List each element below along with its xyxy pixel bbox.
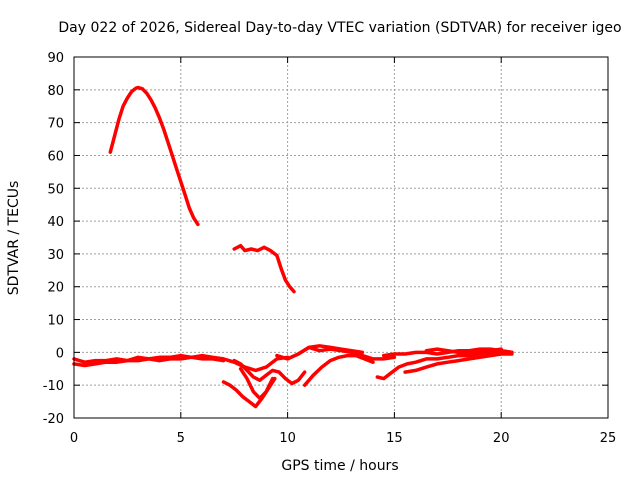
y-tick-label: 50: [47, 182, 64, 197]
x-tick-label: 5: [177, 431, 185, 446]
series-arc-low-b: [72, 355, 226, 368]
y-tick-label: -20: [43, 412, 64, 427]
y-tick-label: 60: [47, 149, 64, 164]
plot-area-border: [73, 56, 609, 419]
series-arc-late-b: [403, 352, 514, 374]
x-axis-label: GPS time / hours: [281, 458, 398, 474]
y-tick-label: 70: [47, 117, 64, 132]
series-arc-high-peak: [108, 85, 200, 227]
chart-title: Day 022 of 2026, Sidereal Day-to-day VTE…: [58, 20, 621, 36]
y-tick-label: 0: [56, 346, 64, 361]
series-arc-dip-c: [238, 367, 275, 401]
series-arc-low-a: [72, 353, 290, 373]
y-tick-label: 30: [47, 248, 64, 263]
y-tick-label: 80: [47, 84, 64, 99]
y-tick-label: 90: [47, 51, 64, 66]
series-arc-dip-a: [232, 358, 307, 386]
axis-ticks: -20 -10 0 10 20 30 40 50 60 70 80 90 0 5 10 15 20 25: [43, 51, 617, 446]
x-tick-label: 15: [386, 431, 403, 446]
series-arc-late-d: [424, 347, 503, 356]
series-arc-mid-plateau: [232, 243, 296, 294]
series-layer: [72, 85, 514, 409]
series-arc-mid-b: [302, 353, 375, 387]
y-tick-label: 20: [47, 281, 64, 296]
series-arc-mid-c: [296, 344, 365, 356]
x-tick-label: 10: [279, 431, 296, 446]
y-tick-label: 10: [47, 314, 64, 329]
y-tick-label: 40: [47, 215, 64, 230]
x-tick-label: 20: [493, 431, 510, 446]
y-axis-label: SDTVAR / TECUs: [6, 181, 22, 296]
x-tick-label: 25: [600, 431, 617, 446]
y-tick-label: -10: [43, 379, 64, 394]
x-tick-label: 0: [70, 431, 78, 446]
